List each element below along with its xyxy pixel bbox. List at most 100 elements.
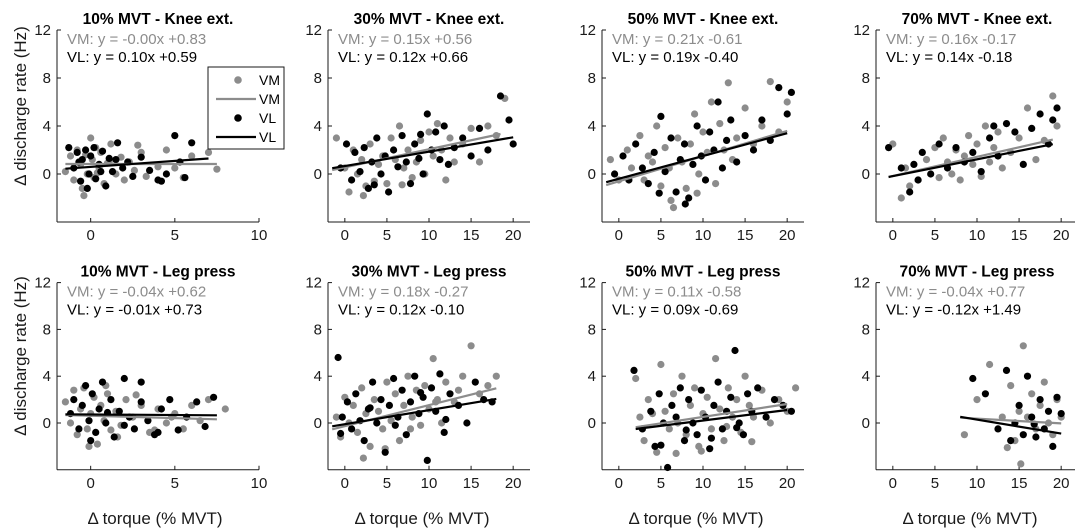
- vl-point: [201, 422, 209, 431]
- vl-point: [417, 389, 425, 397]
- vl-point: [644, 180, 652, 188]
- legend-marker: [234, 114, 242, 122]
- vl-point: [174, 426, 182, 434]
- vm-point: [391, 390, 399, 398]
- vl-point: [484, 146, 492, 154]
- panel-title: 70% MVT - Knee ext.: [902, 11, 1053, 28]
- vl-point: [463, 419, 471, 427]
- vm-point: [374, 407, 383, 415]
- vm-point: [636, 413, 644, 421]
- x-tick-label: 10: [695, 475, 712, 492]
- y-tick-label: 12: [579, 22, 596, 39]
- vm-fit-line: [65, 413, 217, 421]
- vl-point: [783, 110, 791, 118]
- y-tick-label: 12: [34, 22, 51, 39]
- vm-point: [221, 405, 229, 413]
- vl-point: [496, 92, 505, 100]
- vl-point: [130, 425, 138, 433]
- vm-point: [450, 158, 458, 166]
- y-tick-label: 4: [314, 368, 322, 385]
- vm-point: [1028, 390, 1036, 398]
- vm-point: [400, 401, 408, 409]
- scatter-panels: 0 4 8 12 0 5 10 10% MVT - Knee ext. VM: y = -0.0…: [34, 11, 1075, 492]
- vl-point: [390, 374, 398, 383]
- panel-title: 50% MVT - Leg press: [625, 264, 780, 281]
- vm-point: [712, 180, 720, 188]
- vl-point: [193, 398, 201, 406]
- x-axis-label-col1: Δ torque (% MVT): [87, 509, 222, 528]
- vl-point: [1057, 410, 1065, 418]
- vm-point: [162, 146, 170, 154]
- vm-point: [695, 170, 703, 178]
- vm-point: [922, 156, 931, 164]
- vm-point: [366, 140, 374, 148]
- x-tick-label: 20: [1053, 227, 1070, 244]
- vl-fit-equation: VL: y = 0.12x +0.66: [338, 49, 468, 66]
- vl-point: [157, 177, 165, 185]
- vl-point: [415, 154, 423, 162]
- vl-point: [697, 386, 705, 394]
- vm-point: [792, 384, 800, 392]
- y-tick-label: 12: [853, 275, 870, 292]
- vm-point: [107, 140, 115, 148]
- vl-point: [664, 463, 672, 472]
- vl-point: [1002, 366, 1011, 374]
- vl-point: [181, 174, 189, 182]
- y-tick-label: 4: [588, 118, 596, 135]
- vm-point: [459, 372, 467, 380]
- vm-point: [433, 120, 441, 128]
- vl-point: [657, 112, 665, 120]
- x-tick-label: 10: [969, 475, 986, 492]
- vl-point: [1015, 401, 1023, 409]
- vl-point: [373, 419, 381, 427]
- x-tick-label: 10: [251, 227, 268, 244]
- vl-point: [154, 428, 162, 436]
- vl-point: [102, 182, 110, 190]
- vl-point: [611, 170, 619, 178]
- vm-point: [745, 401, 753, 409]
- y-tick-label: 4: [43, 118, 51, 135]
- panel-2: 0 4 8 12 0 5 10 15 20 30% MVT - Knee ext. VM: y = …: [305, 11, 530, 244]
- vl-point: [166, 396, 174, 404]
- vm-point: [661, 407, 669, 415]
- panel-title: 10% MVT - Knee ext.: [83, 11, 234, 28]
- vm-point: [395, 437, 404, 445]
- vm-point: [359, 192, 367, 200]
- x-axis-label-col4: Δ torque (% MVT): [902, 509, 1037, 528]
- vm-point: [73, 431, 81, 439]
- y-tick-label: 0: [588, 415, 596, 432]
- vl-point: [423, 110, 431, 118]
- x-tick-label: 0: [615, 227, 623, 244]
- vm-point: [665, 425, 673, 433]
- vl-point: [710, 401, 718, 409]
- vm-point: [674, 134, 682, 142]
- vl-point: [112, 156, 120, 164]
- vl-point: [650, 148, 658, 156]
- vl-point: [171, 132, 179, 140]
- vl-point: [1044, 407, 1053, 415]
- vm-point: [387, 417, 395, 425]
- vm-point: [93, 440, 101, 448]
- vm-point: [467, 342, 475, 350]
- vm-point: [748, 438, 756, 446]
- vm-point: [122, 396, 130, 404]
- vm-point: [408, 413, 416, 421]
- x-tick-label: 5: [931, 227, 939, 244]
- vm-point: [766, 78, 774, 86]
- y-axis-label-top: Δ discharge rate (Hz): [11, 26, 30, 186]
- y-tick-label: 4: [862, 368, 870, 385]
- vm-fit-equation: VM: y = 0.21x -0.61: [612, 31, 742, 48]
- vl-point: [144, 417, 152, 425]
- vm-point: [204, 148, 213, 156]
- vm-point: [716, 120, 724, 128]
- panel-1: 0 4 8 12 0 5 10 10% MVT - Knee ext. VM: y = -0.0…: [34, 11, 267, 244]
- vl-point: [655, 189, 663, 197]
- vl-point: [701, 176, 710, 184]
- vm-point: [61, 398, 69, 406]
- panel-3: 0 4 8 12 0 5 10 15 20 50% MVT - Knee ext. VM: y = …: [579, 11, 804, 244]
- vm-point: [994, 128, 1002, 136]
- vl-point: [436, 370, 444, 378]
- vm-point: [404, 146, 412, 154]
- vm-point: [120, 176, 128, 184]
- y-tick-label: 8: [588, 321, 596, 338]
